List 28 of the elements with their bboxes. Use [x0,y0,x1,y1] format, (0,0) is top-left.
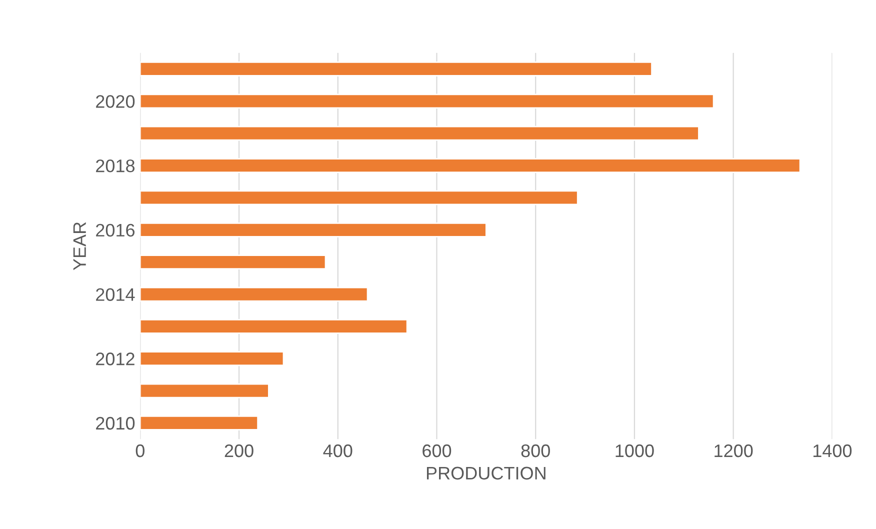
bar [140,94,714,109]
x-axis-title: PRODUCTION [426,466,546,480]
x-tick-label: 400 [323,444,352,458]
x-tick-label: 1000 [616,444,654,458]
bar [140,286,368,302]
bar [140,190,578,206]
y-tick-label: 2010 [96,416,135,430]
x-tick-label: 0 [136,444,144,458]
y-tick-label: 2020 [96,95,135,108]
bar [140,62,652,76]
x-tick-label: 600 [422,444,452,458]
bar [140,416,258,430]
x-tick-label: 1400 [813,444,852,458]
bar [140,383,270,398]
bar [140,351,284,366]
y-tick-label: 2018 [96,159,135,172]
bar [140,222,487,238]
x-tick-label: 1200 [714,444,753,458]
bar [140,254,326,270]
y-tick-label: 2014 [96,288,135,301]
bar [140,318,408,334]
y-tick-label: 2012 [96,352,134,366]
y-axis-title: YEAR [73,222,86,270]
x-tick-label: 200 [224,444,254,458]
bar [140,158,801,173]
x-tick-label: 800 [521,444,550,458]
y-tick-label: 2016 [96,224,135,237]
bar [140,126,700,141]
